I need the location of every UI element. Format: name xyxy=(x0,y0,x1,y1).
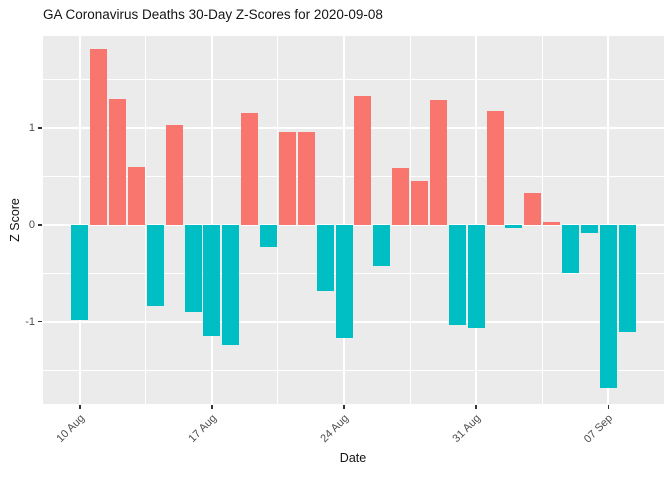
bar-positive xyxy=(411,181,429,225)
bar-negative xyxy=(203,224,221,337)
bar-negative xyxy=(335,224,353,339)
y-minor-gridline xyxy=(43,79,664,81)
y-tick-label: 1 xyxy=(28,122,35,134)
x-major-gridline xyxy=(343,36,346,404)
bar-positive xyxy=(165,125,183,225)
x-major-gridline xyxy=(607,36,610,404)
y-axis-tick xyxy=(38,320,42,323)
y-minor-gridline xyxy=(43,175,664,177)
bar-positive xyxy=(392,167,410,225)
bar-negative xyxy=(618,224,636,333)
bar-negative xyxy=(260,224,278,248)
x-minor-gridline xyxy=(145,36,147,404)
x-axis-tick xyxy=(475,405,477,409)
x-tick-label: 07 Sep xyxy=(582,412,616,446)
y-minor-gridline xyxy=(43,369,664,371)
x-tick-label: 24 Aug xyxy=(318,412,352,446)
y-major-gridline xyxy=(43,127,664,129)
x-minor-gridline xyxy=(277,36,279,404)
x-axis-tick xyxy=(79,405,81,409)
x-major-gridline xyxy=(210,36,213,404)
bar-negative xyxy=(222,224,240,345)
bar-negative xyxy=(316,224,334,291)
bar-positive xyxy=(354,96,372,225)
bar-positive xyxy=(543,221,561,225)
bar-negative xyxy=(599,224,617,388)
y-axis-title: Z Score xyxy=(8,198,22,242)
chart-title: GA Coronavirus Deaths 30-Day Z-Scores fo… xyxy=(43,7,383,22)
bar-negative xyxy=(505,224,523,228)
bar-negative xyxy=(71,224,89,320)
bar-negative xyxy=(373,224,391,266)
bar-positive xyxy=(90,48,108,225)
bar-positive xyxy=(486,110,504,225)
bar-positive xyxy=(297,131,315,225)
bar-positive xyxy=(524,192,542,225)
bar-positive xyxy=(241,113,259,225)
plot-panel xyxy=(43,36,664,404)
x-axis-tick xyxy=(343,405,345,409)
bar-negative xyxy=(146,224,164,307)
x-major-gridline xyxy=(475,36,478,404)
y-tick-label: 0 xyxy=(28,218,35,231)
y-axis-tick xyxy=(38,224,42,226)
x-axis-tick xyxy=(607,405,610,409)
bar-positive xyxy=(278,131,296,225)
x-tick-label: 10 Aug xyxy=(54,412,87,446)
bar-positive xyxy=(429,99,447,225)
x-tick-label: 31 Aug xyxy=(450,412,484,446)
y-major-gridline xyxy=(43,320,664,323)
y-axis-tick xyxy=(38,127,42,129)
bar-negative xyxy=(562,224,580,274)
bar-negative xyxy=(448,224,466,325)
bar-negative xyxy=(184,224,202,312)
x-tick-label: 17 Aug xyxy=(186,412,220,446)
bar-positive xyxy=(127,166,145,225)
x-minor-gridline xyxy=(541,36,543,404)
x-axis-title: Date xyxy=(339,451,367,465)
x-axis-tick xyxy=(211,405,213,409)
x-minor-gridline xyxy=(409,36,411,404)
bar-negative xyxy=(467,224,485,329)
x-major-gridline xyxy=(78,36,81,404)
y-tick-label: -1 xyxy=(25,315,35,328)
y-minor-gridline xyxy=(43,272,664,274)
y-major-gridline xyxy=(43,223,664,226)
bar-negative xyxy=(580,224,598,233)
bar-positive xyxy=(109,98,127,225)
